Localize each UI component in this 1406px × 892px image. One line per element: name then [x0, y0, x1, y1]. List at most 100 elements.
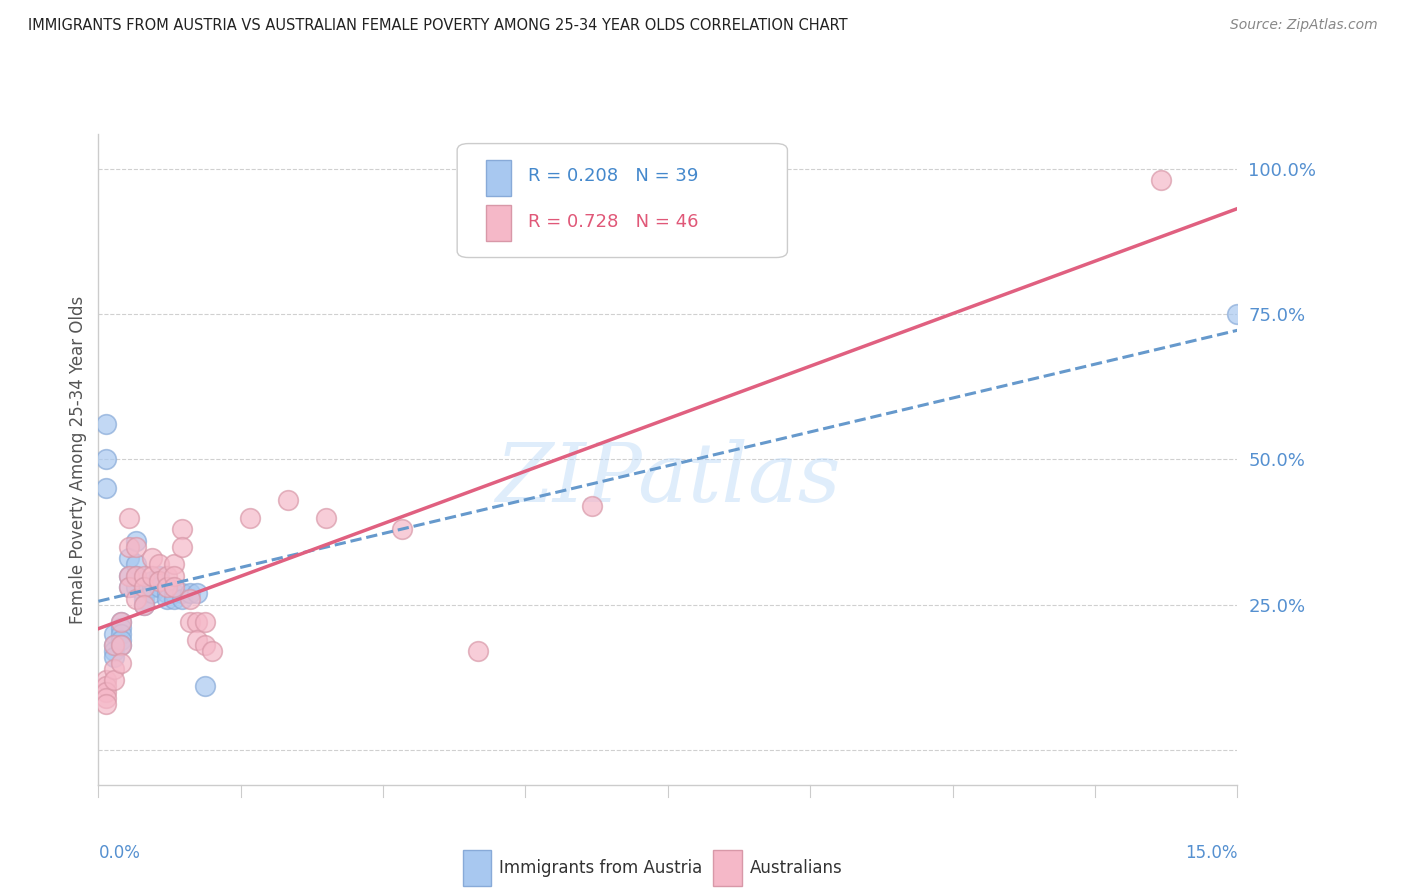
- Point: [163, 586, 186, 600]
- Point: [125, 568, 148, 582]
- Point: [132, 580, 155, 594]
- Point: [125, 540, 148, 554]
- Point: [163, 557, 186, 571]
- Point: [103, 639, 125, 653]
- Y-axis label: Female Poverty Among 25-34 Year Olds: Female Poverty Among 25-34 Year Olds: [69, 295, 87, 624]
- Point: [277, 493, 299, 508]
- Point: [141, 568, 163, 582]
- Point: [581, 499, 603, 513]
- Point: [239, 510, 262, 524]
- Point: [148, 574, 170, 589]
- Point: [132, 580, 155, 594]
- Point: [186, 615, 208, 630]
- Text: Immigrants from Austria: Immigrants from Austria: [499, 859, 703, 877]
- Point: [163, 568, 186, 582]
- Point: [110, 639, 132, 653]
- Point: [194, 679, 217, 693]
- Point: [148, 557, 170, 571]
- Point: [103, 627, 125, 641]
- Point: [315, 510, 337, 524]
- Point: [148, 580, 170, 594]
- Point: [156, 586, 179, 600]
- Point: [118, 551, 141, 566]
- Point: [179, 586, 201, 600]
- Point: [125, 533, 148, 548]
- Point: [94, 697, 117, 711]
- Text: IMMIGRANTS FROM AUSTRIA VS AUSTRALIAN FEMALE POVERTY AMONG 25-34 YEAR OLDS CORRE: IMMIGRANTS FROM AUSTRIA VS AUSTRALIAN FE…: [28, 18, 848, 33]
- Point: [118, 580, 141, 594]
- Point: [194, 615, 217, 630]
- Text: Australians: Australians: [749, 859, 842, 877]
- Point: [94, 482, 117, 496]
- Point: [110, 639, 132, 653]
- Point: [467, 644, 489, 658]
- Text: Source: ZipAtlas.com: Source: ZipAtlas.com: [1230, 18, 1378, 32]
- FancyBboxPatch shape: [485, 205, 510, 241]
- Point: [118, 540, 141, 554]
- Point: [170, 540, 193, 554]
- Point: [125, 568, 148, 582]
- FancyBboxPatch shape: [457, 144, 787, 258]
- Point: [94, 690, 117, 705]
- Point: [132, 598, 155, 612]
- Point: [148, 568, 170, 582]
- Point: [194, 639, 217, 653]
- Point: [201, 644, 224, 658]
- Point: [125, 557, 148, 571]
- Point: [125, 591, 148, 606]
- Point: [103, 650, 125, 665]
- Point: [118, 568, 141, 582]
- FancyBboxPatch shape: [485, 160, 510, 195]
- Point: [170, 591, 193, 606]
- Point: [163, 591, 186, 606]
- FancyBboxPatch shape: [463, 850, 491, 886]
- Point: [132, 568, 155, 582]
- Point: [103, 644, 125, 658]
- Point: [141, 586, 163, 600]
- Point: [132, 591, 155, 606]
- Point: [110, 632, 132, 647]
- Point: [391, 522, 413, 536]
- Point: [110, 621, 132, 635]
- Point: [1226, 307, 1249, 321]
- Point: [94, 417, 117, 432]
- Point: [110, 615, 132, 630]
- Point: [179, 615, 201, 630]
- Point: [132, 586, 155, 600]
- Point: [94, 673, 117, 688]
- Point: [103, 673, 125, 688]
- Text: 0.0%: 0.0%: [98, 844, 141, 862]
- Point: [156, 568, 179, 582]
- Point: [186, 632, 208, 647]
- Point: [1150, 173, 1173, 187]
- Point: [103, 639, 125, 653]
- Text: ZIPatlas: ZIPatlas: [495, 439, 841, 519]
- Point: [141, 580, 163, 594]
- Point: [94, 452, 117, 467]
- Point: [94, 685, 117, 699]
- Point: [163, 580, 186, 594]
- Text: 15.0%: 15.0%: [1185, 844, 1237, 862]
- Point: [94, 679, 117, 693]
- Point: [179, 591, 201, 606]
- Point: [148, 574, 170, 589]
- Point: [132, 598, 155, 612]
- Point: [170, 586, 193, 600]
- Point: [110, 627, 132, 641]
- Point: [110, 615, 132, 630]
- Point: [118, 580, 141, 594]
- Point: [141, 551, 163, 566]
- Point: [186, 586, 208, 600]
- Text: R = 0.208   N = 39: R = 0.208 N = 39: [527, 167, 699, 186]
- Point: [156, 591, 179, 606]
- Point: [110, 656, 132, 670]
- Point: [170, 522, 193, 536]
- Point: [141, 574, 163, 589]
- Point: [118, 510, 141, 524]
- FancyBboxPatch shape: [713, 850, 742, 886]
- Point: [118, 568, 141, 582]
- Point: [156, 580, 179, 594]
- Text: R = 0.728   N = 46: R = 0.728 N = 46: [527, 212, 699, 231]
- Point: [103, 662, 125, 676]
- Point: [125, 580, 148, 594]
